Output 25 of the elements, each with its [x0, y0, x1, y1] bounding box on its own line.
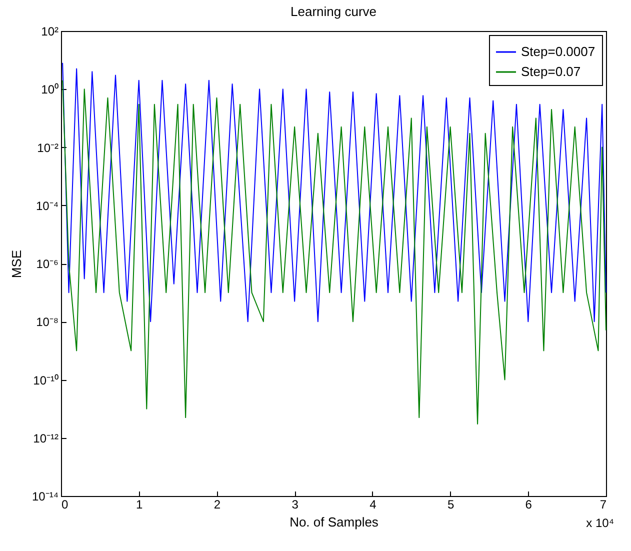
y-tick-label: 10⁻²: [37, 140, 59, 155]
y-tick-label: 10⁻¹⁴: [32, 490, 58, 504]
x-tick-label: 4: [370, 498, 377, 512]
x-tick-label: 7: [600, 498, 607, 512]
x-tick-label: 2: [214, 498, 221, 512]
y-tick-label: 10²: [41, 24, 59, 38]
y-tick-label: 10⁻⁶: [36, 257, 59, 271]
y-tick-label: 10⁰: [41, 82, 58, 97]
chart-title: Learning curve: [290, 4, 376, 19]
legend-label: Step=0.0007: [521, 44, 596, 59]
y-tick-label: 10⁻¹²: [33, 431, 58, 446]
line-series: [62, 62, 606, 322]
y-axis-title: MSE: [9, 250, 24, 278]
x-axis-title: No. of Samples: [290, 514, 379, 530]
x-tick-label: 6: [525, 498, 532, 512]
text: x 10⁴: [586, 516, 614, 530]
line-series: [62, 80, 606, 425]
y-tick-label: 10⁻⁸: [36, 315, 58, 330]
x-tick-label: 3: [292, 498, 299, 512]
legend-label: Step=0.07: [521, 64, 581, 79]
y-tick-label: 10⁻¹⁰: [33, 373, 58, 388]
x-tick-label: 1: [136, 498, 144, 512]
y-tick-label: 10⁻⁴: [36, 198, 58, 213]
x-tick-label: 0: [62, 498, 68, 512]
x-tick-label: 5: [447, 498, 454, 512]
